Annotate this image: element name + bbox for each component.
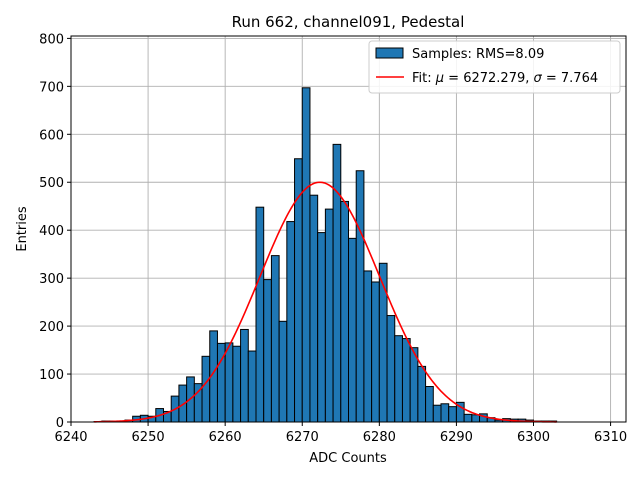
histogram-bar [286,221,296,423]
x-tick-label: 6270 [286,430,319,445]
legend-fit-sigma-value: = 7.764 [542,71,598,86]
fit-curve [94,181,557,423]
y-tick-label: 800 [39,32,64,47]
histogram-bar [425,386,434,423]
y-tick-label: 400 [39,224,64,239]
histogram-bar [278,320,288,423]
plot-frame [70,35,627,423]
histogram-bar [247,350,257,423]
histogram-bar [255,206,265,423]
y-tick-label: 200 [39,320,64,335]
histogram-bar [224,342,234,423]
histogram-bar [348,237,357,423]
histogram-bar [201,355,211,423]
histogram-bar [440,403,450,423]
histogram-bar [394,335,403,423]
y-tick-label: 0 [56,416,64,431]
histogram-bar [340,200,349,423]
histogram-bar [332,143,342,423]
histogram-bar [317,232,326,423]
x-tick-label: 6250 [132,430,165,445]
x-tick-label: 6240 [54,430,87,445]
histogram-bar [371,281,380,423]
x-tick-label: 6290 [440,430,473,445]
legend-label-samples: Samples: RMS=8.09 [412,47,544,62]
legend-fit-mu-value: = 6272.279, [444,71,533,86]
y-tick-label: 600 [39,128,64,143]
histogram-bar [355,170,365,423]
legend-label-fit: Fit: μ = 6272.279, σ = 7.764 [412,71,598,86]
histogram-bar [301,87,311,423]
y-tick-label: 700 [39,80,64,95]
legend-fit-sigma-symbol: σ [534,71,543,86]
y-axis-label: Entries [15,206,30,252]
x-axis-label: ADC Counts [309,451,387,466]
legend-fit-mu-symbol: μ [435,71,444,86]
histogram-bar [432,404,442,423]
y-tick-label: 500 [39,176,64,191]
histogram-bar [463,413,473,423]
x-tick-label: 6280 [363,430,396,445]
histogram-bar [232,345,242,423]
y-tick-label: 300 [39,272,64,287]
histogram-bar [471,414,481,423]
x-axis-ticks: 6240 6250 6260 6270 6280 6290 6300 6310 [54,422,627,445]
histogram-bar [417,365,427,423]
histogram-bar [270,255,280,423]
histogram-bar [363,270,373,423]
legend-swatch-samples [375,47,404,59]
x-tick-label: 6310 [594,430,627,445]
histogram-bar [448,406,457,423]
legend-fit-prefix: Fit: [412,71,436,86]
legend: Samples: RMS=8.09 Fit: μ = 6272.279, σ =… [368,40,621,94]
y-axis-ticks: 0 100 200 300 400 500 600 700 800 [39,32,71,431]
histogram-bar [240,328,249,423]
histogram-bar [401,338,411,423]
histogram-bar [324,208,334,423]
y-tick-label: 100 [39,368,64,383]
chart-title: Run 662, channel091, Pedestal [232,13,465,31]
histogram-bar [386,315,396,423]
histogram-bar [263,279,272,423]
x-tick-label: 6260 [209,430,242,445]
x-tick-label: 6300 [517,430,550,445]
histogram-bar [309,194,319,423]
legend-box [368,40,621,94]
